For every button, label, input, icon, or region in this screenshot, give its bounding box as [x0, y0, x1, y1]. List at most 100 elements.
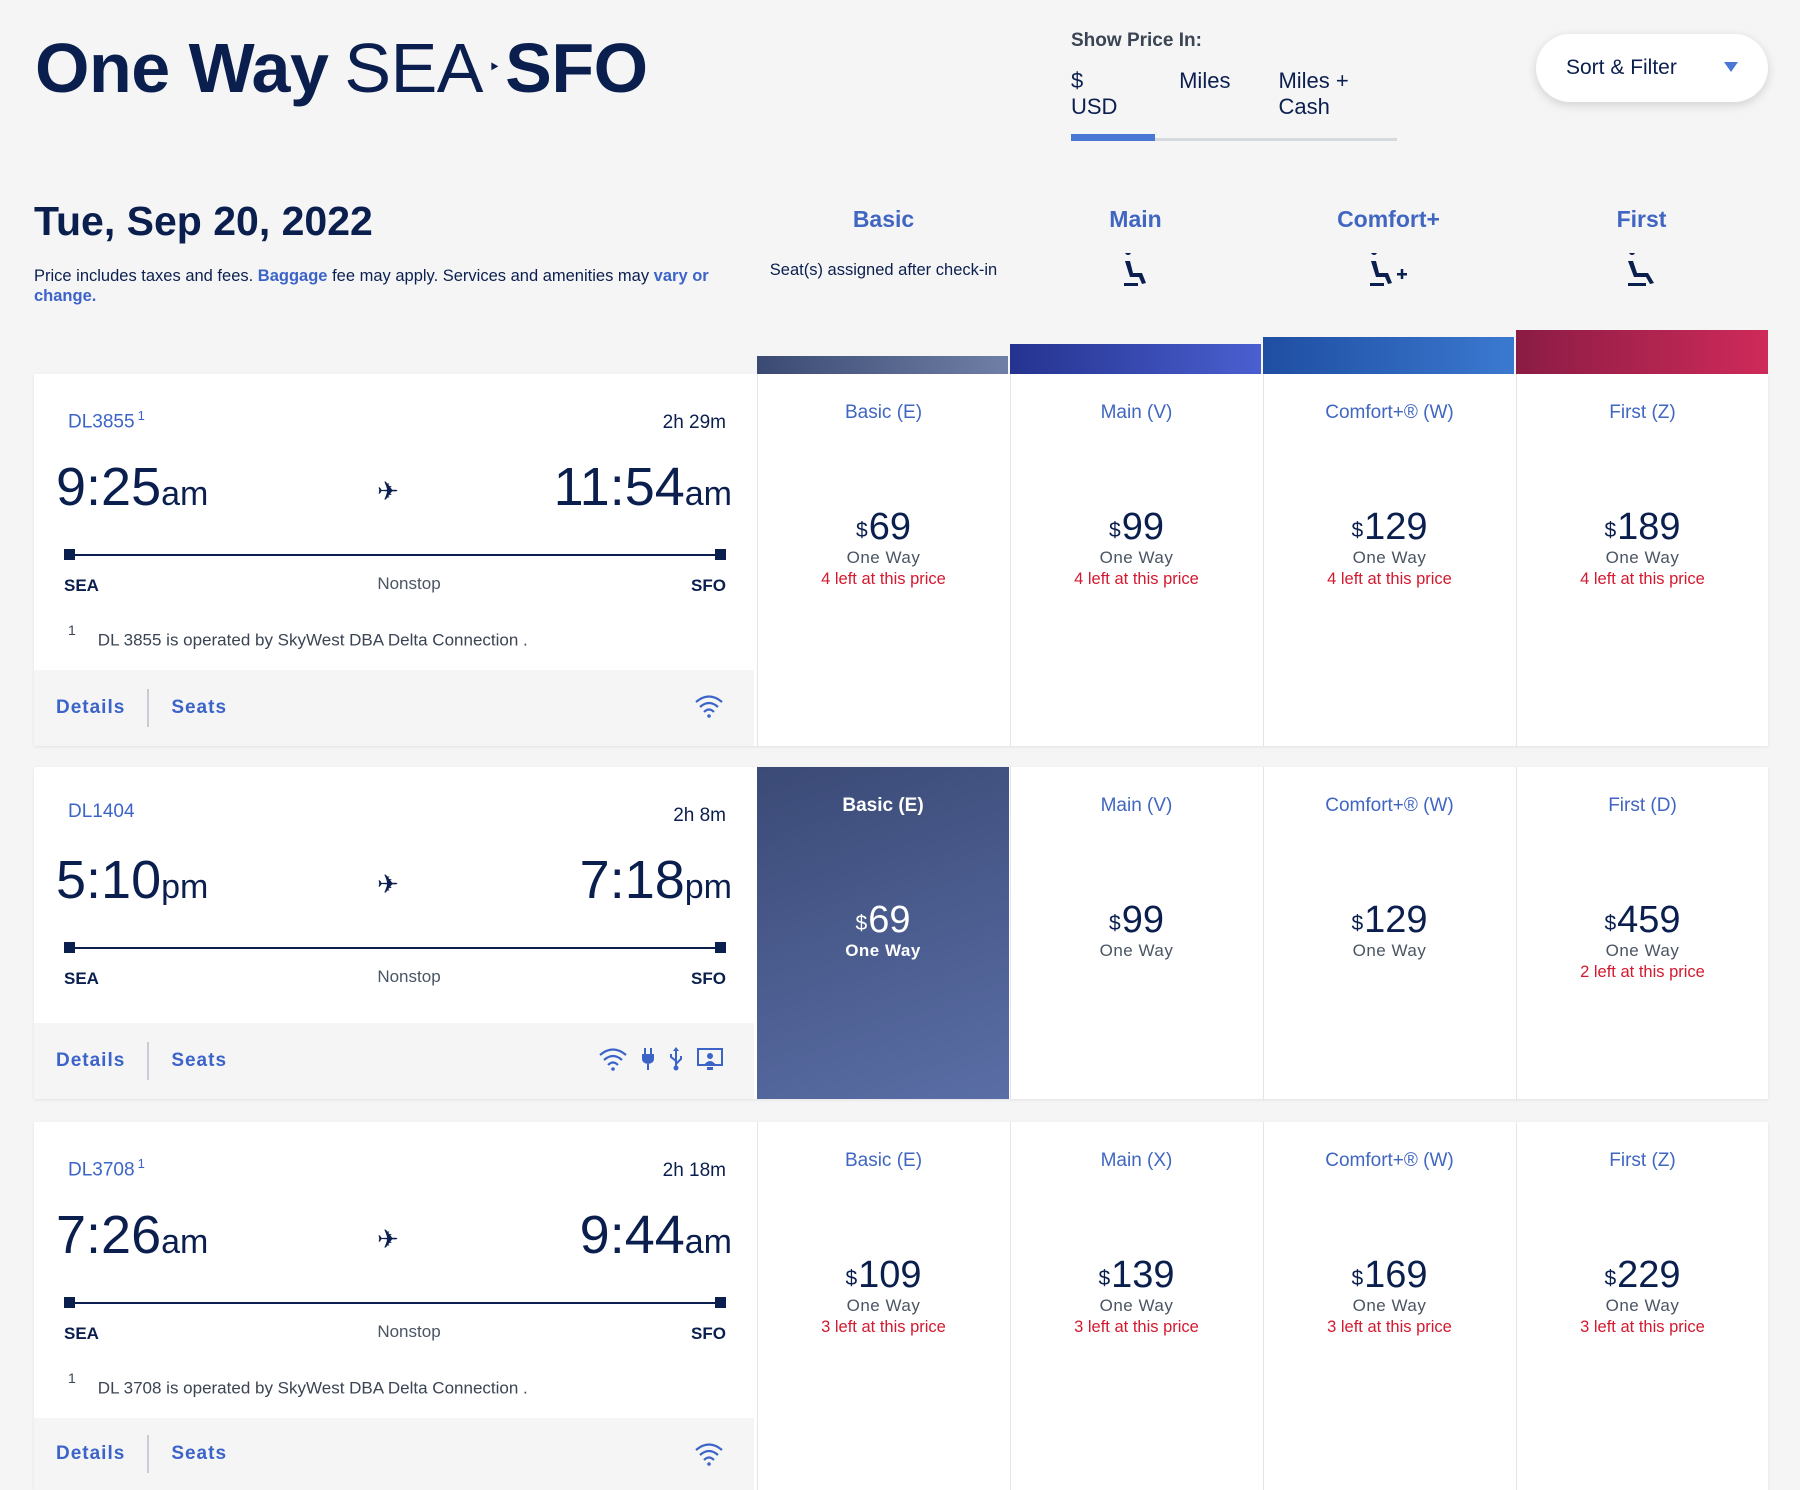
seats-left: 3 left at this price: [1580, 1318, 1705, 1336]
route-line: [64, 1297, 726, 1308]
seats-left: 4 left at this price: [1327, 570, 1452, 588]
fare-header-name: Basic: [852, 206, 915, 232]
fare-header-name: Comfort+: [1337, 206, 1440, 232]
details-link[interactable]: Details: [34, 1042, 150, 1080]
fare-bar-first: [1516, 330, 1768, 374]
footnote-marker: 1: [137, 408, 145, 423]
fare-header-main: Main: [1009, 206, 1262, 287]
fare-class: First (Z): [1609, 1150, 1676, 1171]
tab-usd[interactable]: $ USD: [1071, 64, 1156, 141]
fare-cell-basic-selected[interactable]: Basic (E) $69 One Way: [757, 767, 1009, 1099]
fare-price: $99: [1011, 899, 1262, 941]
seats-left: 4 left at this price: [1580, 570, 1705, 588]
fare-class: First (D): [1608, 795, 1677, 816]
fare-price: $129: [1264, 506, 1515, 548]
flight-info: DL3855 1 2h 29m 9:25am ✈ 11:54am SEA Nons…: [34, 374, 754, 746]
flight-number[interactable]: DL1404: [68, 801, 135, 823]
details-link[interactable]: Details: [34, 1435, 150, 1473]
fare-class: Comfort+® (W): [1325, 795, 1454, 816]
arrival-time: 11:54am: [554, 456, 732, 518]
fare-type: One Way: [1352, 1296, 1427, 1315]
fare-cell-first[interactable]: First (Z) $189 One Way 4 left at this pr…: [1516, 374, 1768, 746]
fare-type: One Way: [1605, 1296, 1680, 1315]
departure-ampm: am: [161, 475, 209, 513]
price-toggle-label: Show Price In:: [1071, 30, 1202, 51]
fare-type: One Way: [1605, 941, 1680, 960]
tab-miles-cash[interactable]: Miles + Cash: [1278, 68, 1349, 119]
flight-number-text: DL3855: [68, 411, 135, 433]
stops-label: Nonstop: [377, 967, 441, 986]
vary-or-change-link[interactable]: vary or change.: [34, 267, 709, 305]
fare-amount: 229: [1617, 1254, 1681, 1296]
footnote-marker: 1: [68, 1370, 76, 1386]
page-title: One Way SEA ‣SFO: [35, 28, 648, 108]
seats-link[interactable]: Seats: [171, 1050, 228, 1071]
flight-number[interactable]: DL3708 1: [68, 1156, 145, 1181]
currency-symbol: $: [1351, 1267, 1364, 1290]
amenities: [694, 1442, 724, 1466]
fare-cell-first[interactable]: First (Z) $229 One Way 3 left at this pr…: [1516, 1122, 1768, 1490]
flight-number[interactable]: DL3855 1: [68, 408, 145, 433]
sort-filter-button[interactable]: Sort & Filter: [1536, 34, 1768, 102]
fare-type: One Way: [1605, 548, 1680, 567]
seats-left: 3 left at this price: [1327, 1318, 1452, 1336]
fare-price: $99: [1011, 506, 1262, 548]
fare-bar-comfort: [1263, 337, 1514, 374]
currency-symbol: $: [1109, 912, 1121, 935]
seats-link[interactable]: Seats: [171, 1443, 228, 1464]
fare-class: Main (V): [1100, 795, 1173, 816]
fare-cell-basic[interactable]: Basic (E) $69 One Way 4 left at this pri…: [757, 374, 1009, 746]
fare-cell-comfort[interactable]: Comfort+® (W) $169 One Way 3 left at thi…: [1263, 1122, 1515, 1490]
fare-cell-main[interactable]: Main (V) $99 One Way: [1010, 767, 1262, 1099]
flight-duration: 2h 29m: [662, 412, 726, 433]
fare-price: $139: [1011, 1254, 1262, 1296]
fare-class: First (Z): [1609, 402, 1676, 423]
plane-icon: ✈: [377, 1224, 399, 1254]
fare-amount: 99: [1121, 899, 1164, 941]
fare-amount: 69: [868, 899, 911, 941]
fare-class: Comfort+® (W): [1325, 402, 1454, 423]
operated-by-note: 1 DL 3708 is operated by SkyWest DBA Delt…: [68, 1370, 528, 1399]
fare-cell-main[interactable]: Main (X) $139 One Way 3 left at this pri…: [1010, 1122, 1262, 1490]
fare-type: One Way: [1352, 941, 1427, 960]
fare-cell-basic[interactable]: Basic (E) $109 One Way 3 left at this pr…: [757, 1122, 1009, 1490]
fare-cell-main[interactable]: Main (V) $99 One Way 4 left at this pric…: [1010, 374, 1262, 746]
details-link[interactable]: Details: [34, 689, 150, 727]
fare-price: $129: [1264, 899, 1515, 941]
flight-row: DL3855 1 2h 29m 9:25am ✈ 11:54am SEA Nons…: [34, 374, 1768, 746]
stops-label: Nonstop: [377, 1322, 441, 1341]
flight-number-text: DL3708: [68, 1159, 135, 1181]
fare-bar-main: [1010, 344, 1261, 374]
fare-class: Basic (E): [844, 1150, 923, 1171]
sort-filter-label: Sort & Filter: [1566, 56, 1677, 79]
fare-cell-comfort[interactable]: Comfort+® (W) $129 One Way 4 left at thi…: [1263, 374, 1515, 746]
fare-price: $169: [1264, 1254, 1515, 1296]
destination-airport: SFO: [691, 1324, 726, 1343]
seats-left: 2 left at this price: [1580, 963, 1705, 981]
fare-header-note: Seat(s) assigned after check-in: [769, 261, 998, 279]
currency-symbol: $: [1351, 912, 1364, 935]
tab-miles[interactable]: Miles: [1179, 68, 1231, 93]
flight-actions: Details Seats: [34, 670, 754, 746]
arrival-ampm: pm: [684, 868, 732, 906]
departure-time: 7:26am: [56, 1204, 208, 1266]
operated-by-note: 1 DL 3855 is operated by SkyWest DBA Delt…: [68, 622, 528, 651]
origin-airport: SEA: [64, 576, 99, 595]
fare-cell-comfort[interactable]: Comfort+® (W) $129 One Way: [1263, 767, 1515, 1099]
fare-price: $69: [757, 899, 1009, 941]
arrival-time: 9:44am: [580, 1204, 732, 1266]
route-arrow-icon: ‣: [489, 57, 500, 78]
origin-airport: SEA: [64, 969, 99, 988]
flight-info: DL1404 2h 8m 5:10pm ✈ 7:18pm SEA Nonstop…: [34, 767, 754, 1099]
currency-symbol: $: [1604, 519, 1617, 542]
seats-link[interactable]: Seats: [171, 697, 228, 718]
fare-cell-first[interactable]: First (D) $459 One Way 2 left at this pr…: [1516, 767, 1768, 1099]
seats-left: 4 left at this price: [821, 570, 946, 588]
amenities: [694, 694, 724, 718]
wifi-icon: [695, 1443, 723, 1466]
baggage-link[interactable]: Baggage: [257, 267, 328, 285]
usb-icon: [670, 1047, 682, 1071]
fare-amount: 129: [1364, 506, 1428, 548]
flight-info: DL3708 1 2h 18m 7:26am ✈ 9:44am SEA Nonst…: [34, 1122, 754, 1490]
currency-symbol: $: [856, 519, 868, 542]
